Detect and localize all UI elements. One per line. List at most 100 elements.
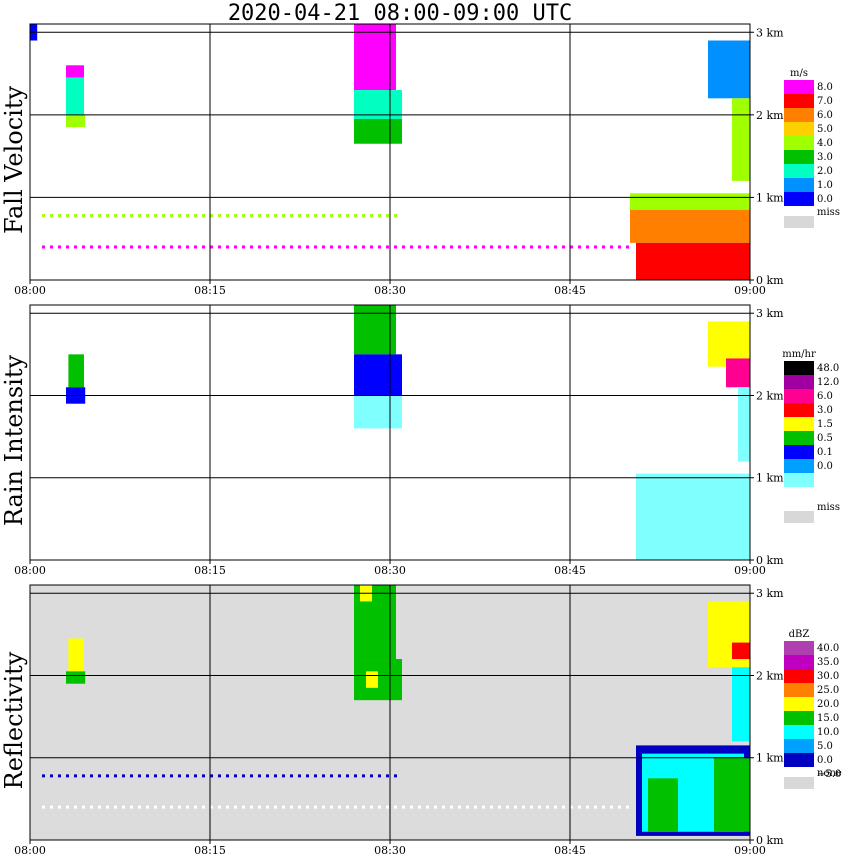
figure-title: 2020-04-21 08:00-09:00 UTC [227, 1, 573, 26]
legend-swatch [784, 375, 814, 389]
legend-swatch [784, 192, 814, 206]
legend-label: 4.0 [817, 138, 833, 149]
x-tick-label: 08:45 [554, 844, 586, 857]
echo-block [630, 209, 750, 243]
legend-unit: dBZ [789, 629, 810, 640]
legend-swatch [784, 361, 814, 375]
echo-block [66, 114, 86, 128]
legend-label: 6.0 [817, 110, 833, 121]
legend-label: 5.0 [817, 741, 833, 752]
y-tick-label: 3 km [756, 307, 784, 320]
x-tick-label: 08:00 [14, 564, 46, 577]
echo-block [708, 40, 750, 99]
legend-label: 40.0 [817, 643, 839, 654]
x-tick-label: 08:15 [194, 844, 226, 857]
y-tick-label: 2 km [756, 669, 784, 682]
legend-label: 20.0 [817, 699, 839, 710]
y-axis-label: Reflectivity [0, 651, 28, 789]
x-tick-label: 08:15 [194, 284, 226, 297]
echo-block [354, 395, 402, 429]
y-tick-label: 3 km [756, 26, 784, 39]
x-tick-label: 08:45 [554, 284, 586, 297]
echo-block [66, 65, 84, 78]
echo-block [714, 757, 750, 832]
echo-block [354, 118, 402, 144]
echo-block [66, 671, 86, 684]
x-tick-label: 09:00 [734, 284, 766, 297]
legend-missing-label: miss [817, 207, 840, 218]
legend-label: 0.0 [817, 461, 833, 472]
legend-label: 30.0 [817, 671, 839, 682]
legend-swatch [784, 122, 814, 136]
x-tick-label: 08:30 [374, 564, 406, 577]
legend-label: 0.5 [817, 433, 833, 444]
legend-swatch [784, 178, 814, 192]
echo-block [66, 77, 84, 115]
legend-missing-swatch [784, 777, 814, 789]
x-tick-label: 08:30 [374, 844, 406, 857]
legend-label: 0.0 [817, 194, 833, 205]
legend-swatch [784, 136, 814, 150]
y-tick-label: 0 km [756, 274, 784, 287]
legend-label: 12.0 [817, 377, 839, 388]
y-tick-label: 2 km [756, 109, 784, 122]
legend-label: 0.0 [817, 755, 833, 766]
legend-label: 48.0 [817, 363, 839, 374]
legend-swatch [784, 473, 814, 487]
y-tick-label: 2 km [756, 389, 784, 402]
legend-swatch [784, 753, 814, 767]
legend-label: 1.5 [817, 419, 833, 430]
echo-block [68, 354, 84, 388]
panel-1: 08:00 08:15 08:30 08:45 09:000 km 1 km 2 km 3 k… [0, 23, 840, 297]
legend-swatch [784, 725, 814, 739]
panel-3: 08:00 08:15 08:30 08:45 09:000 km 1 km 2 km 3 k… [0, 584, 842, 857]
legend-swatch [784, 80, 814, 94]
echo-block [726, 358, 750, 388]
echo-block [636, 473, 750, 560]
echo-block [636, 242, 750, 280]
legend-swatch [784, 150, 814, 164]
legend-label: 25.0 [817, 685, 839, 696]
legend-swatch [784, 711, 814, 725]
legend-swatch [784, 389, 814, 403]
legend-label: 2.0 [817, 166, 833, 177]
x-tick-label: 09:00 [734, 844, 766, 857]
legend-label: 1.0 [817, 180, 833, 191]
x-tick-label: 09:00 [734, 564, 766, 577]
echo-block [648, 778, 678, 832]
echo-block [630, 193, 750, 210]
legend-label: 3.0 [817, 405, 833, 416]
legend-swatch [784, 403, 814, 417]
legend-swatch [784, 164, 814, 178]
legend-swatch [784, 739, 814, 753]
x-tick-label: 08:00 [14, 284, 46, 297]
legend-swatch [784, 487, 814, 501]
legend-swatch [784, 641, 814, 655]
echo-block [354, 90, 402, 119]
y-tick-label: 0 km [756, 834, 784, 847]
echo-block [354, 24, 396, 91]
legend-swatch [784, 431, 814, 445]
x-tick-label: 08:45 [554, 564, 586, 577]
legend-swatch [784, 94, 814, 108]
legend-swatch [784, 445, 814, 459]
legend-missing-swatch [784, 216, 814, 228]
legend-swatch [784, 683, 814, 697]
legend-swatch [784, 655, 814, 669]
legend-label: −5.0 [817, 769, 841, 780]
y-axis-label: Fall Velocity [0, 86, 28, 235]
y-tick-label: 1 km [756, 752, 784, 765]
y-tick-label: 0 km [756, 554, 784, 567]
echo-block [738, 387, 750, 462]
y-axis-label: Rain Intensity [0, 355, 28, 527]
x-tick-label: 08:15 [194, 564, 226, 577]
legend-unit: m/s [790, 68, 808, 79]
y-tick-label: 3 km [756, 587, 784, 600]
legend-swatch [784, 459, 814, 473]
echo-block [68, 638, 84, 672]
echo-block [366, 671, 378, 688]
legend-label: 10.0 [817, 727, 839, 738]
legend-label: 35.0 [817, 657, 839, 668]
legend-label: 0.1 [817, 447, 833, 458]
echo-block [732, 98, 750, 181]
